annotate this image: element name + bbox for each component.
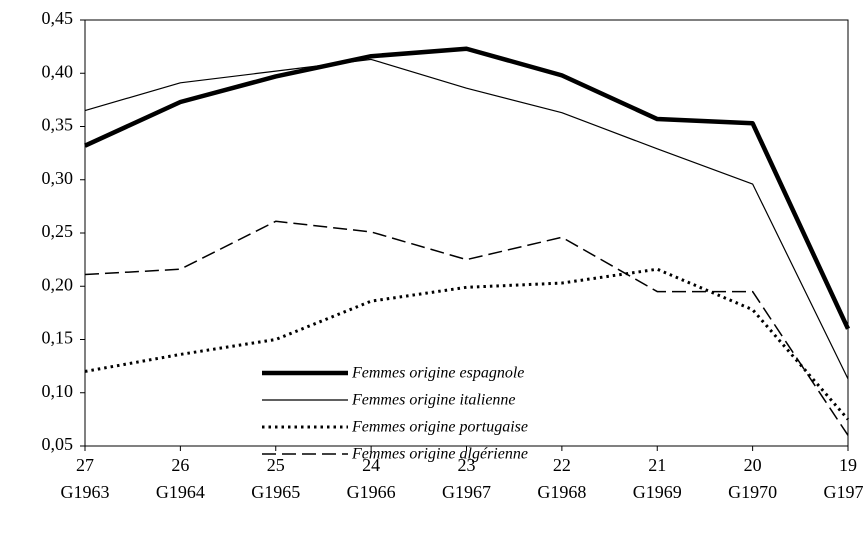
y-tick-label: 0,35 (42, 115, 74, 135)
x-tick-label: G1970 (728, 482, 777, 502)
x-tick-label: G1967 (442, 482, 491, 502)
y-tick-label: 0,40 (42, 61, 74, 81)
legend-label: Femmes origine portugaise (351, 419, 528, 436)
series-line (84, 58, 849, 380)
y-tick-label: 0,25 (42, 221, 74, 241)
series-line (84, 46, 851, 330)
legend-label: Femmes origine espagnole (351, 365, 524, 382)
legend-label: Femmes origine algérienne (351, 446, 528, 463)
y-tick-label: 0,45 (42, 8, 74, 28)
y-tick-label: 0,05 (42, 434, 74, 454)
x-tick-label: G1963 (61, 482, 110, 502)
x-tick-label: 24 (362, 455, 380, 475)
x-tick-label: 22 (553, 455, 571, 475)
x-tick-label: G1965 (251, 482, 300, 502)
y-tick-label: 0,10 (42, 381, 74, 401)
legend-label: Femmes origine italienne (351, 392, 516, 409)
x-tick-label: 26 (171, 455, 189, 475)
series-line (84, 220, 849, 436)
x-tick-label: 25 (267, 455, 285, 475)
x-tick-label: 19 (839, 455, 857, 475)
x-tick-label: G1966 (347, 482, 396, 502)
x-tick-label: G1968 (537, 482, 586, 502)
x-tick-label: 23 (458, 455, 476, 475)
x-tick-label: 20 (744, 455, 762, 475)
y-tick-label: 0,15 (42, 328, 74, 348)
plot-frame (84, 19, 849, 447)
x-tick-label: G1964 (156, 482, 205, 502)
x-tick-label: 27 (76, 455, 94, 475)
y-tick-label: 0,20 (42, 274, 74, 294)
y-tick-label: 0,30 (42, 168, 74, 188)
x-tick-label: G1969 (633, 482, 682, 502)
x-tick-label: G1971 (824, 482, 863, 502)
x-tick-label: 21 (648, 455, 666, 475)
